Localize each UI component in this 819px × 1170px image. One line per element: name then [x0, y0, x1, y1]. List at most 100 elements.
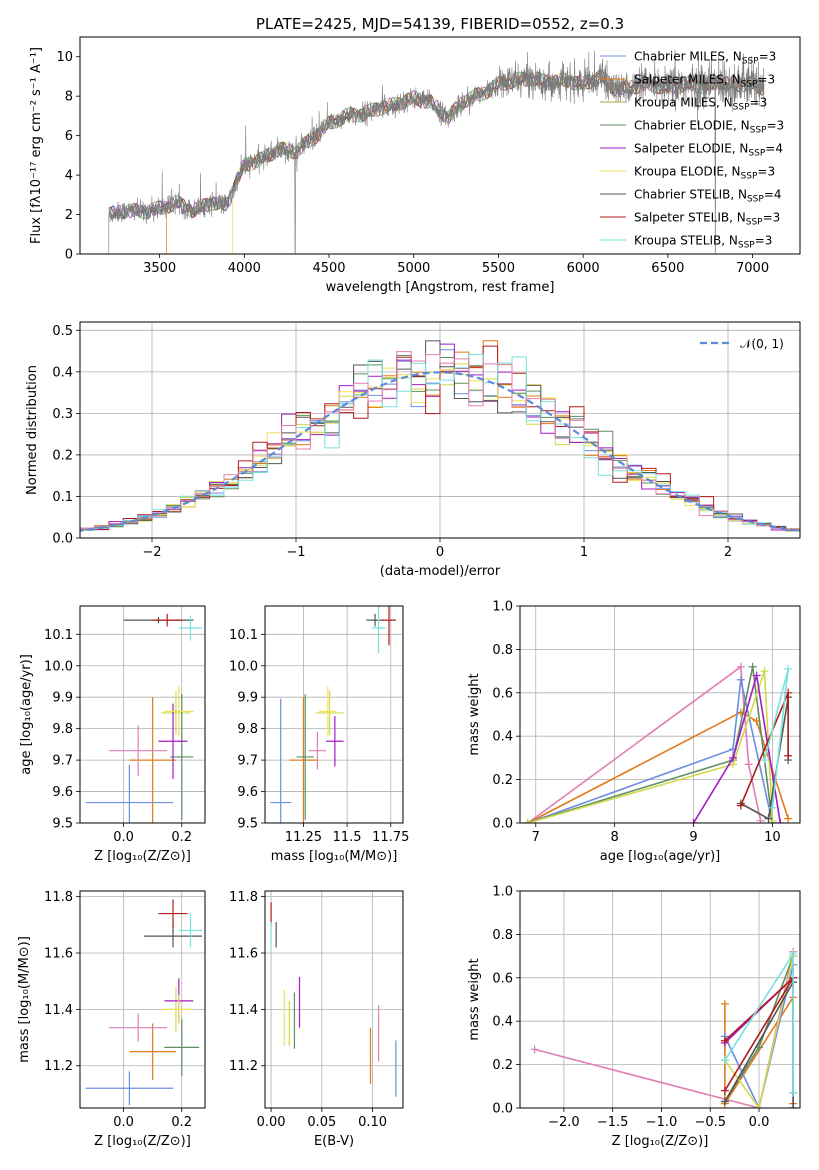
legend-label: Chabrier ELODIE, NSSP=3 [634, 119, 784, 136]
x-axis-label: mass [log₁₀(M/M⊙)] [271, 849, 398, 864]
y-axis-label: Flux [fλ10⁻¹⁷ erg cm⁻² s⁻¹ A⁻¹] [29, 47, 44, 244]
y-tick-label: 0.8 [492, 928, 513, 943]
mass-weight-series [527, 679, 774, 823]
age-vs-metallicity-panel: 0.0 0.2 9.5 9.6 9.7 9.8 9.9 10.0 10.1 Z [log₁₀(Z/… [19, 605, 206, 864]
mass-weight-marker [530, 1045, 539, 1054]
x-tick-label: 0.2 [171, 830, 192, 845]
mass-weight-marker [728, 753, 737, 762]
x-tick-label: 5000 [397, 261, 430, 276]
mass-weight-marker [756, 816, 765, 823]
histogram-steps [80, 340, 800, 534]
y-tick-label: 11.4 [44, 1003, 73, 1018]
plot-frame [519, 890, 801, 1109]
legend-label: Salpeter ELODIE, NSSP=4 [634, 142, 783, 159]
x-tick-label: −0.5 [694, 1115, 726, 1130]
y-tick-label: 0.6 [492, 686, 513, 701]
legend-label: 𝒩(0, 1) [740, 337, 784, 351]
mass-weight-marker [720, 1056, 729, 1065]
y-tick-label: 9.8 [52, 722, 73, 737]
spectrum-curves [108, 49, 765, 254]
y-axis-label: age [log₁₀(age/yr)] [19, 654, 34, 775]
y-tick-label: 10.0 [229, 659, 258, 674]
x-tick-label: 8 [611, 830, 619, 845]
x-tick-label: 3500 [143, 261, 176, 276]
y-tick-label: 10.0 [44, 659, 73, 674]
x-tick-label: 7 [532, 830, 540, 845]
y-tick-label: 0.2 [52, 448, 73, 463]
x-tick-label: −1.5 [597, 1115, 629, 1130]
x-tick-label: −2 [142, 545, 161, 560]
y-tick-label: 0.6 [492, 971, 513, 986]
observed-spectrum-line [108, 49, 765, 254]
mass-weight-series [527, 666, 774, 823]
x-axis-label: Z [log₁₀(Z/Z⊙)] [612, 1134, 709, 1149]
y-tick-label: 2 [65, 208, 73, 223]
mass-weight-marker [784, 814, 793, 823]
y-tick-label: 9.7 [52, 754, 73, 769]
mass-weight-marker [523, 819, 532, 823]
y-tick-label: 0.0 [492, 1102, 513, 1117]
mass-weight-marker [736, 662, 745, 671]
histogram-series [80, 351, 800, 533]
mass-weight-series [527, 665, 762, 823]
mass-weight-marker [760, 756, 769, 765]
x-axis-label: (data-model)/error [380, 564, 501, 579]
y-tick-label: 0.0 [52, 532, 73, 547]
y-axis-label: mass [log₁₀(M/M⊙)] [17, 936, 32, 1063]
mass-weight-marker [784, 751, 793, 760]
mass-weight-marker [784, 664, 793, 673]
plot-frame [79, 36, 801, 255]
plot-frame [264, 605, 404, 824]
x-axis-label: age [log₁₀(age/yr)] [600, 849, 721, 864]
legend-label: Kroupa MILES, NSSP=3 [634, 96, 767, 113]
x-tick-label: 9 [689, 830, 697, 845]
x-tick-label: 11.75 [372, 830, 409, 845]
x-tick-label: 11.25 [285, 830, 322, 845]
y-tick-label: 0.4 [52, 365, 73, 380]
y-tick-label: 0.4 [492, 730, 513, 745]
mass-weight-marker [736, 801, 745, 810]
y-tick-label: 9.6 [237, 785, 258, 800]
y-tick-label: 0.1 [52, 490, 73, 505]
y-tick-label: 0.5 [52, 324, 73, 339]
mass-weight-marker [768, 803, 777, 812]
histogram-series [80, 353, 800, 533]
mass-weight-series [534, 951, 794, 1108]
y-tick-label: 8 [65, 90, 73, 105]
y-tick-label: 9.9 [237, 691, 258, 706]
mass-weight-vs-metallicity-panel: −2.0 −1.5 −1.0 −0.5 0.0 0.0 0.2 0.4 0.6 0.8 1.0 Z [… [467, 885, 801, 1149]
plot-frame [79, 890, 206, 1109]
y-tick-label: 11.8 [44, 890, 73, 905]
x-tick-label: 0.10 [358, 1115, 387, 1130]
x-tick-label: 7000 [736, 261, 769, 276]
errorbars [270, 902, 397, 1097]
x-axis-label: E(B-V) [314, 1134, 354, 1149]
mass-weight-marker [748, 662, 757, 671]
y-tick-label: 0.3 [52, 407, 73, 422]
mass-weight-lines [523, 662, 793, 823]
mass-weight-marker [720, 1086, 729, 1095]
y-tick-label: 9.9 [52, 691, 73, 706]
mass-weight-marker [755, 1104, 764, 1108]
spectrum-legend: Chabrier MILES, NSSP=3 Salpeter MILES, NS… [600, 50, 784, 251]
errorbars [85, 899, 203, 1106]
x-tick-label: 11.5 [333, 830, 362, 845]
y-tick-label: 9.7 [237, 754, 258, 769]
legend-label: Kroupa STELIB, NSSP=3 [634, 234, 772, 251]
y-tick-label: 0.2 [492, 773, 513, 788]
x-tick-label: −1 [286, 545, 305, 560]
mass-weight-series [692, 675, 782, 823]
mass-weight-marker [720, 999, 729, 1008]
mass-weight-marker [776, 819, 785, 823]
x-tick-label: 0 [436, 545, 444, 560]
mass-weight-marker [744, 760, 753, 769]
x-tick-label: 2 [724, 545, 732, 560]
x-axis-label: wavelength [Angstrom, rest frame] [326, 280, 555, 295]
mass-vs-metallicity-panel: 0.0 0.2 11.2 11.4 11.6 11.8 Z [log₁₀(Z/Z⊙)] mas… [17, 890, 206, 1149]
y-axis-label: mass weight [467, 958, 482, 1040]
y-tick-label: 4 [65, 169, 73, 184]
x-tick-label: 0.0 [113, 830, 134, 845]
residual-histogram-panel: −2 −1 0 1 2 0.0 0.1 0.2 0.3 0.4 0.5 (data-model)/er… [25, 321, 801, 579]
y-tick-label: 0.2 [492, 1058, 513, 1073]
